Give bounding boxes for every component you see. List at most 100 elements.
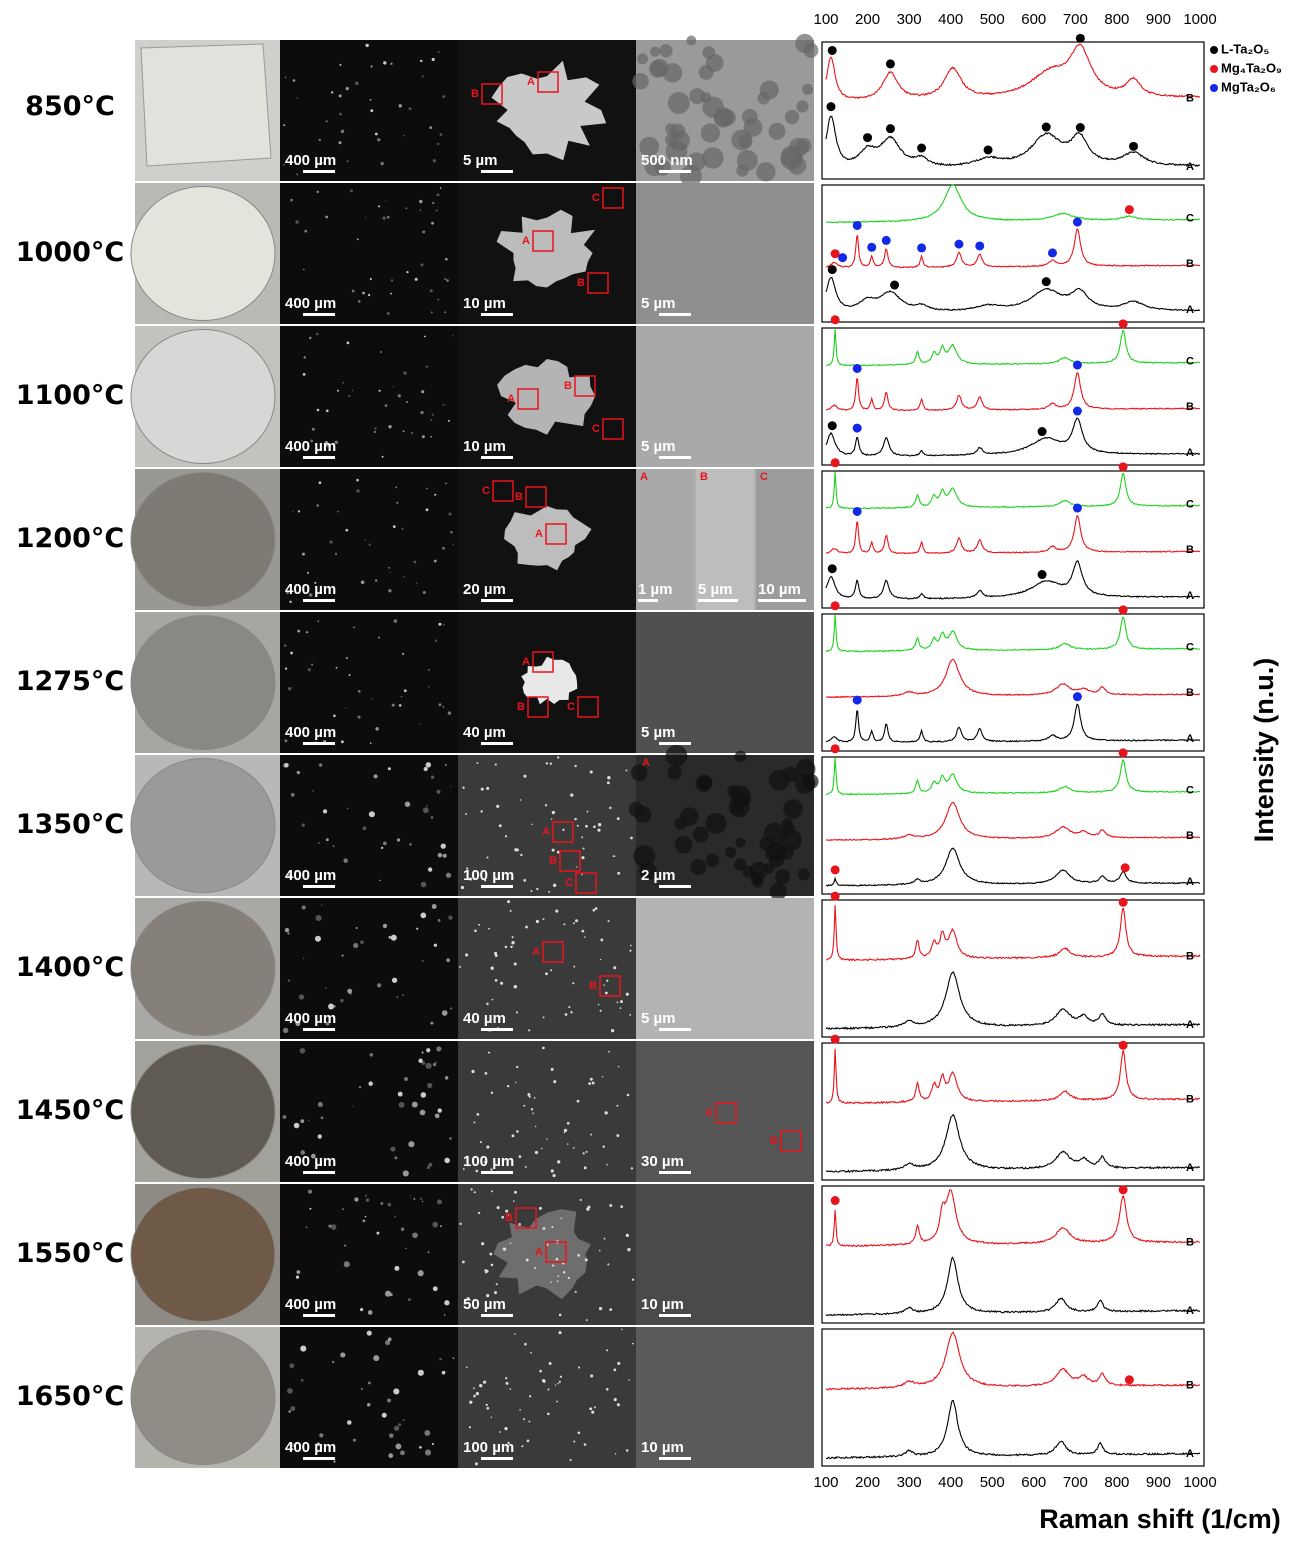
speckle <box>347 988 353 994</box>
grain <box>705 853 720 868</box>
sem-speckle <box>481 1242 485 1246</box>
speckle <box>382 216 386 220</box>
sem-speckle <box>591 1081 595 1085</box>
scale-bar <box>303 456 335 459</box>
speckle <box>369 98 372 101</box>
speckle <box>382 923 388 929</box>
curve-label: A <box>1186 1019 1194 1031</box>
sem-speckle <box>480 810 483 813</box>
sem-speckle <box>560 1217 563 1220</box>
speckle <box>337 389 340 392</box>
speckle <box>290 198 293 202</box>
speckle <box>428 686 430 688</box>
region-label: B <box>577 277 585 289</box>
speckle <box>442 546 445 550</box>
top-tick-label: 600 <box>1021 11 1046 28</box>
speckle <box>430 1021 434 1025</box>
speckle <box>309 336 312 340</box>
speckle <box>368 543 371 546</box>
speckle <box>402 652 405 655</box>
sem-speckle <box>568 1006 571 1009</box>
grain <box>730 785 752 807</box>
sem-speckle <box>550 1067 554 1071</box>
speckle <box>445 257 448 261</box>
region-label: B <box>515 491 523 503</box>
grain <box>735 837 746 848</box>
speckle <box>300 1378 304 1382</box>
speckle <box>431 413 434 416</box>
sem-speckle <box>478 923 481 926</box>
bottom-tick-label: 100 <box>813 1474 838 1491</box>
speckle <box>326 409 329 413</box>
speckle <box>316 190 319 194</box>
region-label: A <box>522 235 530 247</box>
region-label: A <box>527 76 535 88</box>
phase-marker <box>1118 462 1128 472</box>
phase-marker <box>890 280 900 290</box>
spectrum-curve <box>825 276 1201 312</box>
sem-speckle <box>514 1333 516 1335</box>
sem-speckle <box>621 1328 623 1331</box>
scale-bar-label: 1 µm <box>638 581 673 598</box>
speckle <box>434 493 437 496</box>
zoom-subpanel <box>636 469 694 610</box>
speckle <box>330 1224 337 1230</box>
grain <box>692 826 709 843</box>
speckle <box>422 230 426 234</box>
sem-speckle <box>567 1276 570 1279</box>
speckle <box>420 881 427 888</box>
speckle <box>400 1227 405 1231</box>
grain <box>665 744 688 767</box>
speckle <box>439 1357 442 1361</box>
sem-speckle <box>469 1400 473 1404</box>
sem-speckle <box>486 856 489 859</box>
optical-image <box>280 326 458 467</box>
temperature-label: 1200°C <box>16 523 124 554</box>
sem-speckle <box>594 907 598 910</box>
speckle <box>365 1198 370 1202</box>
speckle <box>338 94 342 98</box>
sem-speckle <box>505 1381 509 1385</box>
curve-label: A <box>1186 447 1194 459</box>
sem-speckle <box>567 1143 569 1145</box>
speckle <box>429 126 433 129</box>
speckle <box>444 1157 450 1164</box>
sem-speckle <box>589 770 593 774</box>
speckle <box>448 512 452 516</box>
curve-label: B <box>1186 830 1194 842</box>
speckle <box>435 1061 437 1064</box>
sem-speckle <box>628 1247 631 1250</box>
grain <box>690 858 707 875</box>
speckle <box>333 714 336 718</box>
sem-speckle <box>563 1131 566 1134</box>
speckle <box>287 979 291 982</box>
sem-speckle <box>518 1223 521 1226</box>
speckle <box>295 1020 301 1027</box>
speckle <box>402 1419 405 1422</box>
sem-speckle <box>542 1016 545 1019</box>
speckle <box>437 918 441 922</box>
sem-speckle <box>474 1462 478 1466</box>
speckle <box>401 527 404 530</box>
scale-bar-label: 40 µm <box>463 724 506 741</box>
grain <box>769 852 785 868</box>
speckle <box>348 674 351 676</box>
spectrum-curve <box>825 1256 1201 1317</box>
sem-speckle <box>534 1150 539 1155</box>
speckle <box>402 1170 409 1177</box>
grain <box>680 807 699 826</box>
sem-speckle <box>599 958 602 961</box>
speckle <box>301 552 305 556</box>
sem-speckle <box>557 756 560 759</box>
speckle <box>413 1198 416 1200</box>
sem-speckle <box>494 978 498 982</box>
spectra-panel: BA <box>821 1034 1205 1181</box>
sem-speckle <box>590 1374 594 1378</box>
sample-photo <box>130 615 276 750</box>
sem-speckle <box>607 920 610 923</box>
sem-speckle <box>484 1072 488 1075</box>
speckle <box>437 1108 442 1113</box>
phase-marker <box>1118 605 1128 615</box>
region-label: C <box>592 423 600 435</box>
speckle <box>366 1403 371 1407</box>
